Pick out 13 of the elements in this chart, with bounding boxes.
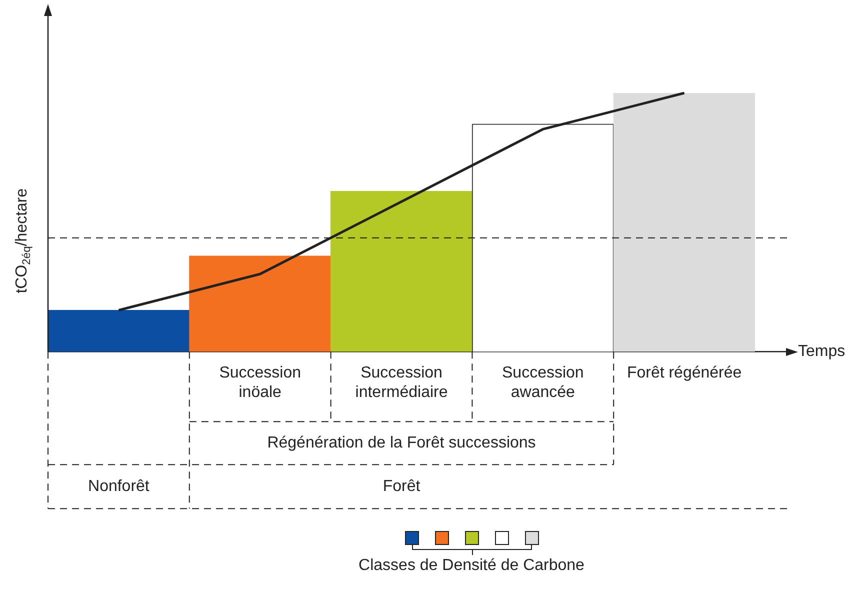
x-axis-title: Temps [798,343,846,360]
bar [330,190,473,352]
x-tick-label: Forêt régénérée [626,364,742,382]
text: Nonforêt [88,478,150,496]
x-tick-label: Succession inöale [219,364,302,401]
x-tick-label: Succession intermédiaire [355,364,448,401]
x-tick-label: Succession awancée [502,364,584,401]
text: Régénération de la Forêt successions [267,434,536,452]
bar [48,310,190,352]
legend-title: Classes de Densité de Carbone [358,556,586,575]
text: Forêt [382,478,421,496]
bar [189,256,332,352]
y-axis-title: tCO2éq/hectare [13,188,33,294]
